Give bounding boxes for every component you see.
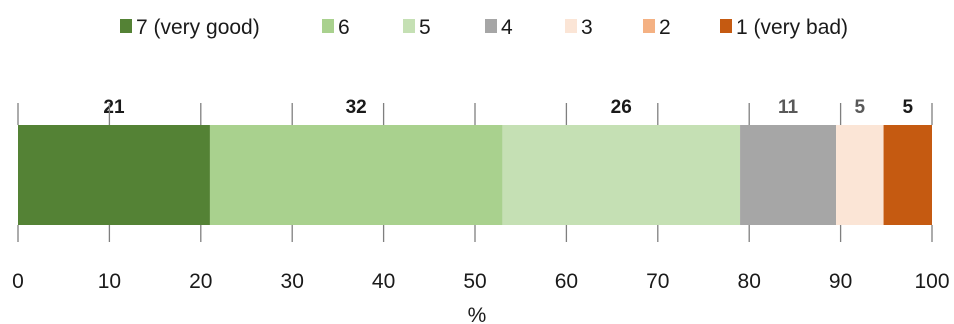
tick-label: 30 [281, 270, 304, 293]
legend: 7 (very good) 6 5 4 3 2 1 (very bad) [120, 16, 848, 39]
bar-segment [209, 125, 503, 225]
legend-swatch [643, 19, 655, 33]
tick-label: 100 [914, 270, 949, 293]
bar-segment [502, 125, 741, 225]
data-label: 11 [778, 97, 799, 118]
data-label: 5 [902, 97, 913, 118]
legend-label: 2 [659, 16, 671, 39]
tick-label: 90 [829, 270, 852, 293]
bar-segment [740, 125, 837, 225]
legend-swatch [120, 19, 132, 33]
legend-label: 6 [338, 16, 350, 39]
legend-swatch [565, 19, 577, 33]
tick-label: 40 [372, 270, 395, 293]
legend-swatch [485, 19, 497, 33]
data-label: 26 [611, 97, 632, 118]
legend-label: 7 (very good) [136, 16, 260, 39]
x-axis: 0 10 20 30 40 50 60 70 80 90 100 [12, 103, 950, 293]
bar-segments [18, 125, 932, 225]
legend-label: 5 [419, 16, 431, 39]
tick-label: 50 [463, 270, 486, 293]
legend-swatch [720, 19, 732, 33]
legend-swatch [322, 19, 334, 33]
bar-segment [836, 125, 884, 225]
legend-swatch [403, 19, 415, 33]
x-axis-title: % [468, 304, 487, 324]
tick-label: 60 [555, 270, 578, 293]
tick-label: 20 [189, 270, 212, 293]
data-label: 5 [855, 97, 866, 118]
legend-label: 1 (very bad) [736, 16, 848, 39]
legend-label: 3 [581, 16, 593, 39]
data-label: 21 [103, 97, 125, 118]
data-label: 32 [346, 97, 367, 118]
bar-segment [18, 125, 210, 225]
tick-label: 0 [12, 270, 24, 293]
legend-label: 4 [501, 16, 513, 39]
tick-label: 10 [98, 270, 121, 293]
tick-label: 80 [738, 270, 761, 293]
bar-segment [883, 125, 932, 225]
data-labels: 21 32 26 11 5 5 [103, 97, 913, 118]
tick-label: 70 [646, 270, 669, 293]
